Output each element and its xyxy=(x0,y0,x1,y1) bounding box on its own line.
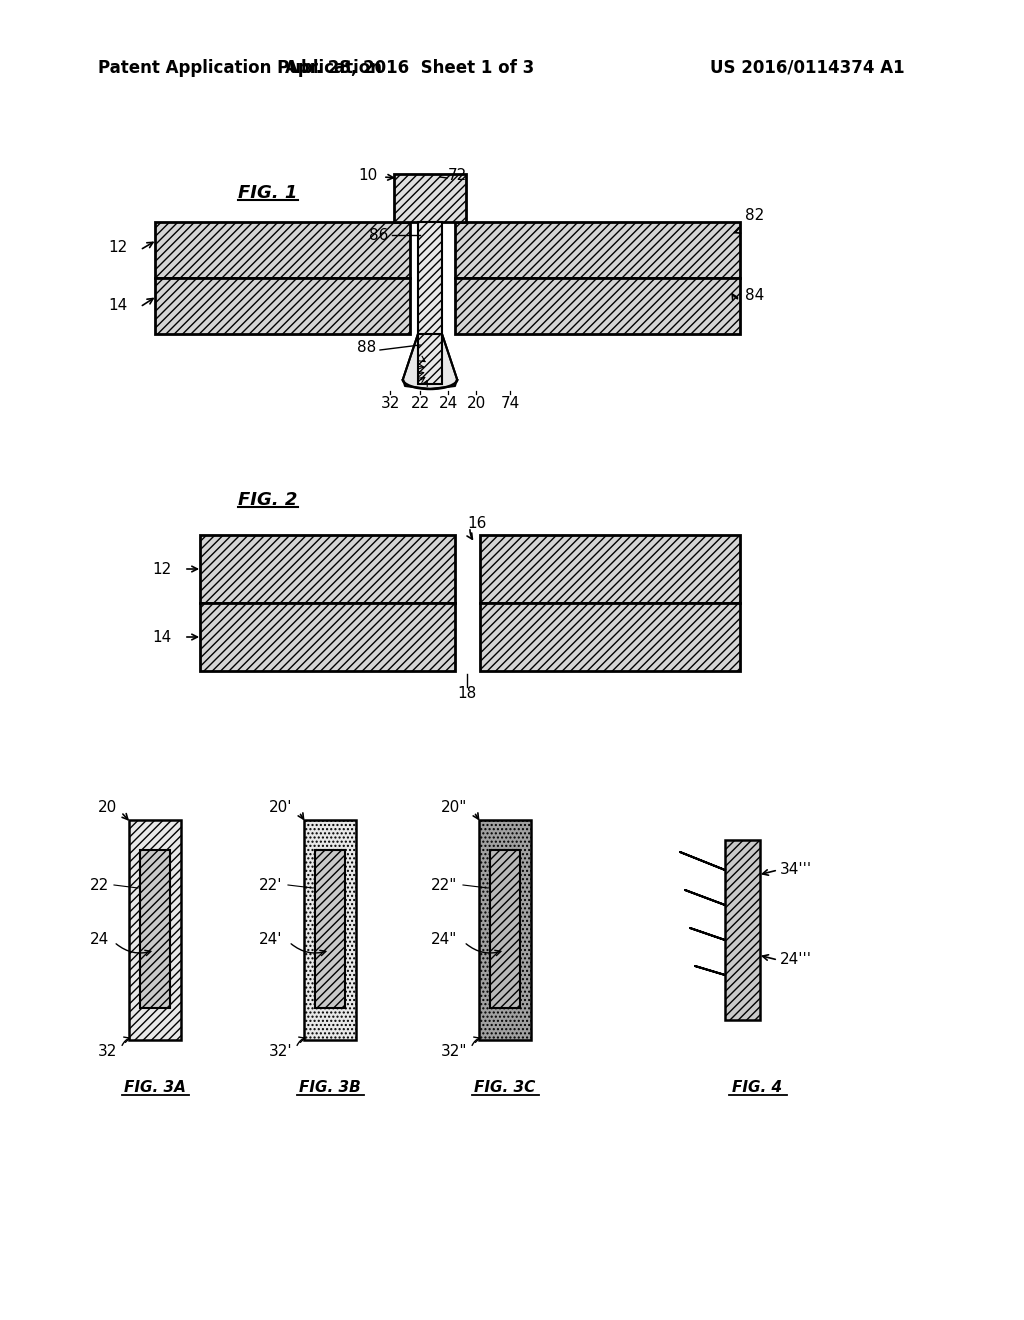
Text: 24: 24 xyxy=(438,396,458,411)
Text: 32: 32 xyxy=(380,396,399,411)
Bar xyxy=(200,603,455,671)
Bar xyxy=(479,820,531,1040)
Text: 20: 20 xyxy=(466,396,485,411)
Bar xyxy=(394,174,466,222)
Bar xyxy=(455,279,740,334)
Text: 22": 22" xyxy=(431,878,457,892)
Text: 32": 32" xyxy=(440,1044,467,1060)
Polygon shape xyxy=(403,334,457,389)
Bar xyxy=(129,820,181,1040)
Text: 24: 24 xyxy=(90,932,109,948)
Bar xyxy=(455,222,740,279)
Text: 16: 16 xyxy=(467,516,486,531)
Text: 84: 84 xyxy=(745,288,764,302)
Text: 24": 24" xyxy=(431,932,457,948)
Text: 32: 32 xyxy=(97,1044,117,1060)
Bar xyxy=(304,820,356,1040)
Bar xyxy=(490,850,520,1008)
Text: FIG. 4: FIG. 4 xyxy=(732,1081,782,1096)
Text: 12: 12 xyxy=(109,240,128,256)
Text: FIG. 3B: FIG. 3B xyxy=(299,1081,360,1096)
Text: 12: 12 xyxy=(153,561,172,577)
Text: Apr. 28, 2016  Sheet 1 of 3: Apr. 28, 2016 Sheet 1 of 3 xyxy=(286,59,535,77)
Text: 18: 18 xyxy=(458,685,476,701)
Bar xyxy=(140,850,170,1008)
Text: US 2016/0114374 A1: US 2016/0114374 A1 xyxy=(710,59,904,77)
Text: 24': 24' xyxy=(258,932,282,948)
Text: 20': 20' xyxy=(268,800,292,816)
Text: 22': 22' xyxy=(258,878,282,892)
Text: FIG. 3C: FIG. 3C xyxy=(474,1081,536,1096)
Text: FIG. 1: FIG. 1 xyxy=(238,183,297,202)
Text: 20: 20 xyxy=(97,800,117,816)
Text: 72: 72 xyxy=(449,168,467,182)
Text: 82: 82 xyxy=(745,207,764,223)
Bar xyxy=(725,840,760,1020)
Text: FIG. 2: FIG. 2 xyxy=(238,491,297,510)
Text: 14: 14 xyxy=(153,630,172,644)
Text: 22: 22 xyxy=(90,878,109,892)
Bar xyxy=(480,535,740,603)
Bar xyxy=(155,222,410,279)
Text: FIG. 3A: FIG. 3A xyxy=(124,1081,186,1096)
Text: Patent Application Publication: Patent Application Publication xyxy=(98,59,382,77)
Text: 10: 10 xyxy=(358,168,378,182)
Bar xyxy=(418,222,442,384)
Text: 88: 88 xyxy=(356,341,376,355)
Text: 22: 22 xyxy=(411,396,430,411)
Text: 74: 74 xyxy=(501,396,519,411)
Text: 86: 86 xyxy=(369,227,388,243)
Text: 14: 14 xyxy=(109,297,128,313)
Text: 34''': 34''' xyxy=(780,862,812,878)
Bar xyxy=(480,603,740,671)
Text: 24''': 24''' xyxy=(780,953,812,968)
Text: 32': 32' xyxy=(268,1044,292,1060)
Bar xyxy=(155,279,410,334)
Bar xyxy=(200,535,455,603)
Text: 20": 20" xyxy=(440,800,467,816)
Bar xyxy=(315,850,345,1008)
